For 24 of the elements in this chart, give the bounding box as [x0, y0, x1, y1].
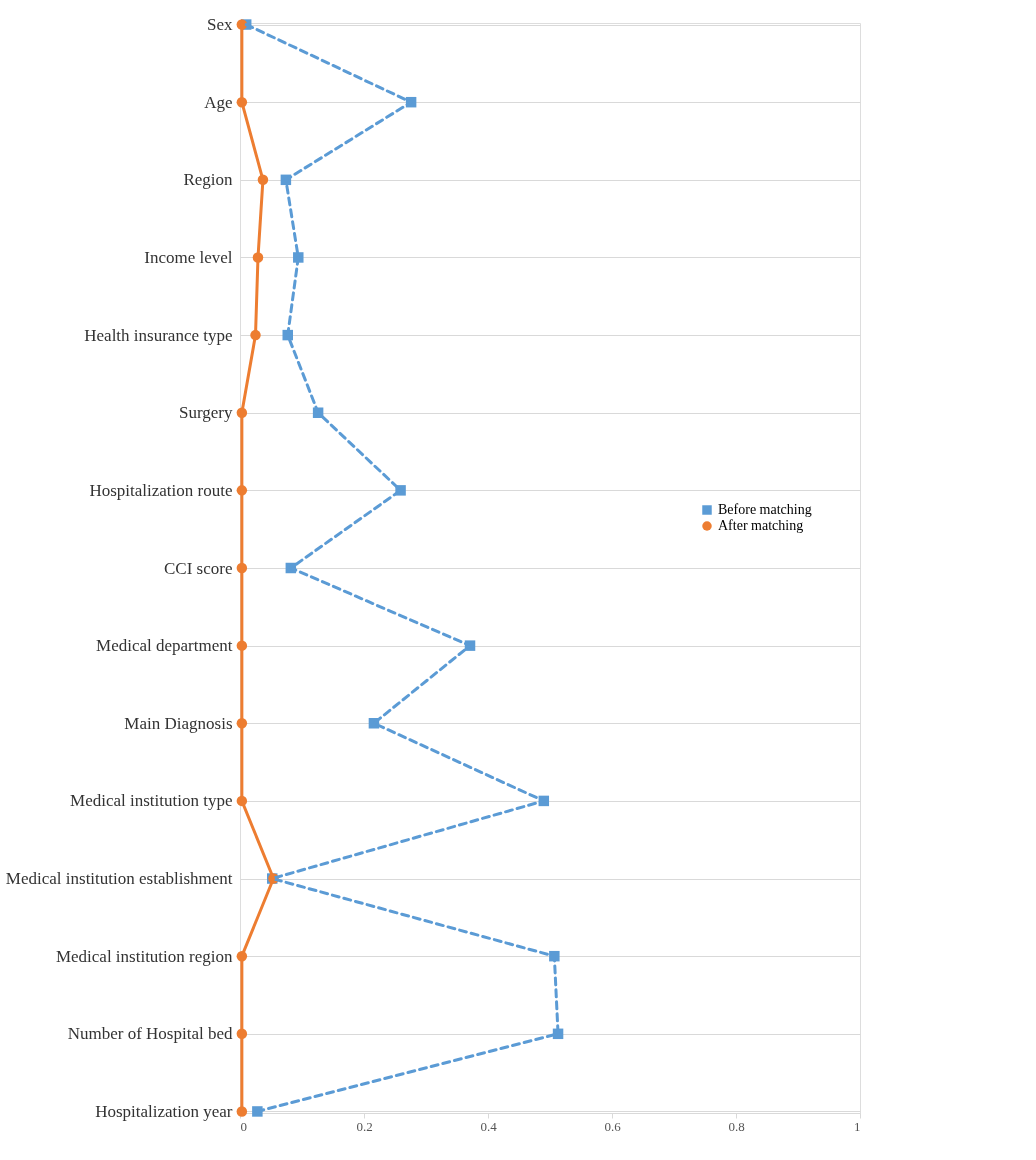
y-tick-label: Age — [204, 92, 233, 112]
y-tick-label: Hospitalization route — [89, 480, 233, 500]
y-tick-label: Number of Hospital bed — [67, 1024, 233, 1044]
y-tick-label: Surgery — [178, 403, 233, 423]
y-tick-label: Medical institution establishment — [5, 869, 233, 889]
x-tick-label: 0 — [240, 1118, 247, 1134]
y-tick-label: Region — [183, 170, 233, 190]
y-tick-label: Medical institution region — [55, 946, 233, 966]
x-tick-label: 0.8 — [728, 1118, 745, 1134]
y-tick-label: Income level — [144, 247, 233, 267]
x-tick-label: 0.6 — [604, 1118, 622, 1134]
legend-label: Before matching — [718, 502, 812, 517]
y-tick-label: Health insurance type — [84, 325, 233, 345]
x-tick-label: 0.4 — [480, 1118, 498, 1134]
x-tick-label: 0.2 — [356, 1118, 373, 1134]
y-tick-label: Medical department — [96, 636, 233, 656]
x-tick-label: 1 — [854, 1118, 861, 1134]
y-tick-label: Sex — [207, 15, 233, 35]
y-tick-label: Hospitalization year — [95, 1101, 233, 1121]
point — [252, 1106, 263, 1117]
y-tick-label: CCI score — [164, 558, 233, 578]
legend-label: After matching — [718, 518, 804, 533]
y-tick-label: Medical institution type — [70, 791, 233, 811]
y-tick-label: Main Diagnosis — [124, 713, 233, 733]
